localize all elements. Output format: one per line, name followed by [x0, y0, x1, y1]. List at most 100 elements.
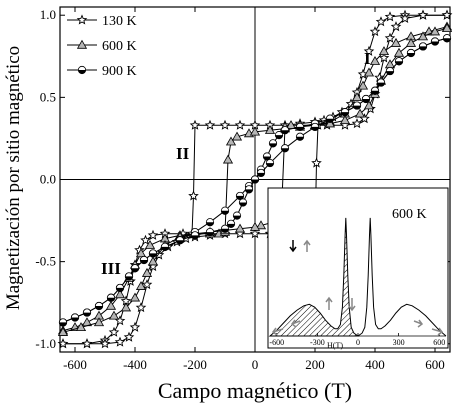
star-point [108, 326, 120, 337]
series-layer [57, 9, 453, 349]
y-axis-ticks: -1.0 -0.5 0.0 0.5 1.0 [35, 7, 450, 351]
circle-point-fill [386, 71, 394, 75]
triangle-point [363, 100, 375, 110]
triangle-point [249, 126, 261, 136]
triangle-point [93, 317, 105, 327]
arrow-down-icon [289, 240, 297, 253]
triangle-point [339, 115, 351, 125]
circle-point-fill [407, 53, 415, 57]
legend-circle-icon [77, 65, 87, 75]
circle-point-fill [95, 306, 103, 310]
triangle-point [105, 300, 117, 310]
star-point [311, 157, 322, 168]
star-point [384, 32, 396, 43]
circle-point-fill [206, 232, 214, 236]
triangle-point [393, 47, 405, 57]
circle-point-fill [149, 253, 157, 258]
x-axis-title: Campo magnético (T) [158, 378, 352, 403]
circle-point-fill [221, 228, 229, 233]
triangle-point [141, 267, 153, 277]
legend: 130 K 600 K 900 K [67, 14, 137, 79]
circle-point-fill [227, 223, 235, 228]
triangle-point [76, 39, 88, 49]
legend-label-130k: 130 K [102, 14, 137, 29]
circle-point-fill [362, 99, 370, 103]
arrow-up-icon [325, 296, 333, 310]
star-point [114, 336, 126, 347]
star-point [57, 338, 69, 349]
legend-item-600k: 600 K [67, 39, 137, 54]
circle-point-fill [257, 172, 265, 177]
inset-tick-label: -600 [269, 338, 284, 347]
triangle-point [363, 67, 375, 77]
star-point [369, 26, 381, 37]
triangle-point [135, 281, 147, 290]
circle-point-fill [266, 163, 274, 167]
star-point [363, 45, 375, 56]
circle-point-fill [191, 235, 199, 240]
y-tick-label: -1.0 [35, 336, 56, 351]
star-point [188, 190, 199, 201]
circle-point-fill [125, 276, 133, 281]
star-point [129, 321, 141, 332]
circle-point-fill [269, 143, 277, 148]
star-point [378, 52, 390, 63]
triangle-point [75, 322, 87, 332]
circle-point-fill [116, 287, 124, 292]
star-point [147, 229, 159, 240]
star-point [390, 21, 402, 32]
triangle-point [249, 221, 261, 231]
circle-point-fill [341, 112, 349, 116]
x-tick-label: -200 [183, 357, 207, 372]
y-tick-label: 0.5 [40, 89, 56, 104]
triangle-point [234, 223, 246, 233]
annotation-region-ii: II [176, 144, 190, 163]
circle-point-fill [311, 126, 319, 131]
circle-point-fill [419, 46, 427, 51]
triangle-point [429, 26, 441, 36]
inset-tick-label: 600 [433, 338, 445, 347]
x-tick-label: 400 [365, 357, 385, 372]
star-point [384, 11, 396, 22]
inset-label: 600 K [392, 207, 427, 222]
triangle-point [378, 46, 390, 56]
circle-point-fill [326, 118, 334, 123]
triangle-point [129, 292, 141, 302]
circle-point-fill [206, 222, 214, 226]
triangle-point [147, 256, 159, 266]
legend-label-600k: 600 K [102, 39, 137, 54]
legend-triangle-icon [76, 39, 88, 49]
circle-point-fill [78, 70, 86, 74]
triangle-point [225, 136, 237, 146]
arrow-up-icon [303, 239, 311, 252]
arrow-left-icon [271, 327, 284, 336]
star-point [234, 119, 246, 130]
circle-point-fill [395, 61, 403, 65]
triangle-point [135, 248, 147, 258]
annotation-region-i: I [364, 49, 371, 68]
circle-point-fill [107, 297, 115, 302]
triangle-point [114, 289, 126, 299]
star-point [375, 16, 387, 27]
circle-point-fill [161, 246, 169, 251]
circle-point-fill [59, 322, 67, 327]
y-axis-title: Magnetización por sitio magnético [3, 46, 24, 310]
inset-xlabel: H(T) [327, 341, 343, 350]
x-tick-label: -600 [63, 357, 87, 372]
y-tick-label: 0.0 [40, 172, 56, 187]
star-point [76, 14, 88, 25]
circle-point-fill [443, 38, 451, 42]
star-point [417, 9, 429, 20]
star-point [99, 338, 111, 349]
series-900k [58, 34, 452, 327]
x-tick-label: 200 [305, 357, 325, 372]
triangle-point [405, 37, 417, 47]
star-point [189, 119, 201, 130]
circle-point-fill [131, 268, 139, 272]
legend-item-900k: 900 K [67, 64, 137, 79]
triangle-point [351, 92, 363, 102]
triangle-point [144, 240, 156, 249]
star-point [441, 9, 453, 20]
circle-point-fill [281, 130, 289, 134]
triangle-point [390, 37, 402, 47]
